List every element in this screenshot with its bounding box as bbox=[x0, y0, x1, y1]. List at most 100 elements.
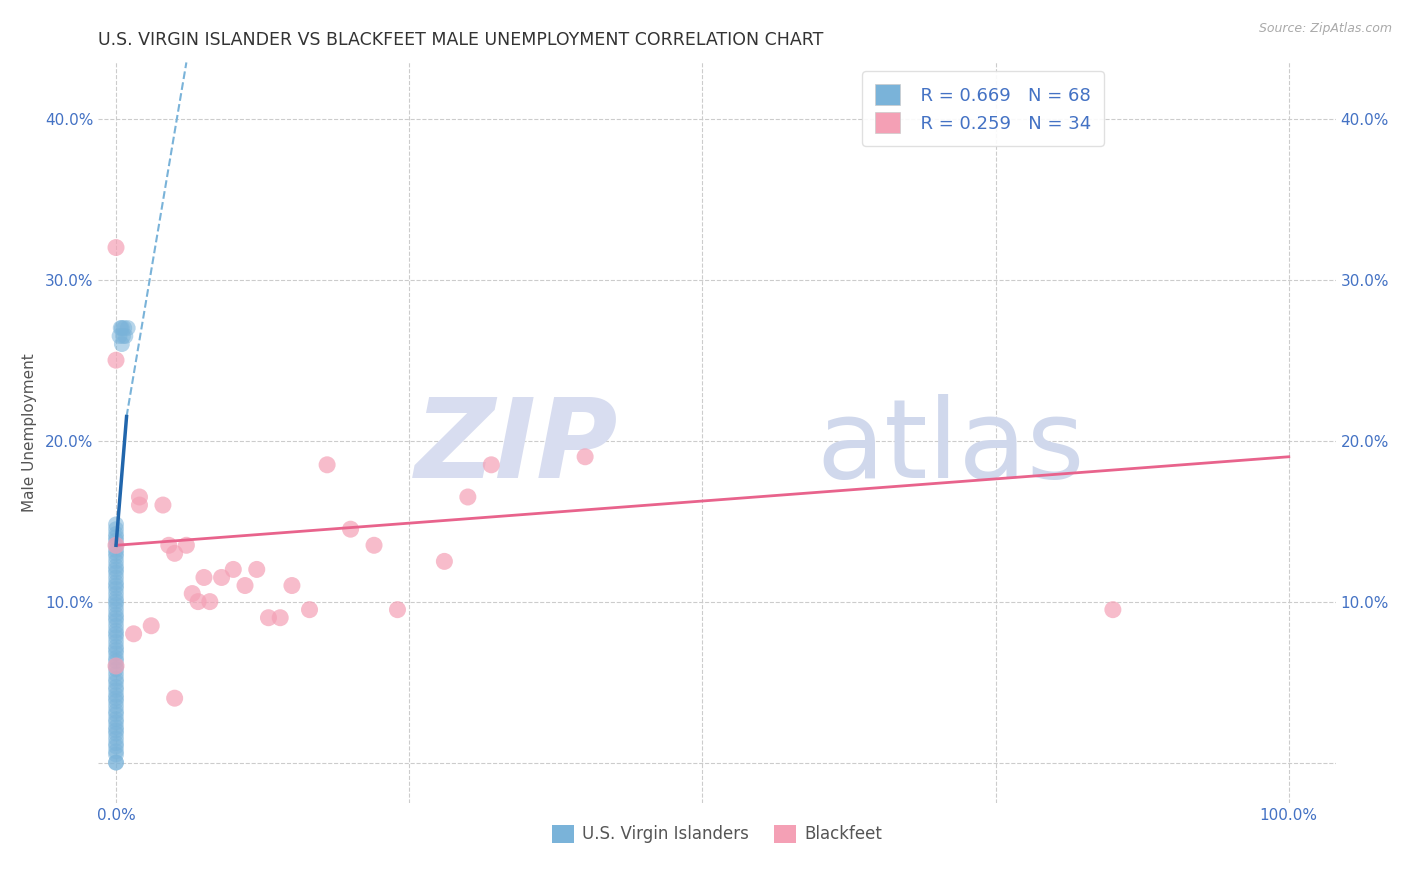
Point bbox=[105, 704, 128, 718]
Point bbox=[105, 554, 128, 568]
Legend: U.S. Virgin Islanders, Blackfeet: U.S. Virgin Islanders, Blackfeet bbox=[546, 818, 889, 850]
Point bbox=[105, 756, 128, 770]
Point bbox=[105, 756, 128, 770]
Point bbox=[193, 570, 215, 584]
Point bbox=[211, 570, 233, 584]
Text: U.S. VIRGIN ISLANDER VS BLACKFEET MALE UNEMPLOYMENT CORRELATION CHART: U.S. VIRGIN ISLANDER VS BLACKFEET MALE U… bbox=[98, 31, 824, 49]
Point bbox=[105, 640, 128, 654]
Point bbox=[163, 546, 186, 560]
Point bbox=[105, 627, 128, 641]
Point bbox=[105, 533, 128, 548]
Point bbox=[105, 712, 128, 726]
Point bbox=[105, 538, 128, 552]
Point bbox=[105, 643, 128, 657]
Point bbox=[105, 240, 128, 254]
Point bbox=[105, 699, 128, 714]
Point bbox=[152, 498, 174, 512]
Point bbox=[111, 321, 134, 335]
Point bbox=[105, 739, 128, 754]
Point bbox=[110, 321, 132, 335]
Point bbox=[105, 635, 128, 649]
Point bbox=[105, 624, 128, 638]
Point bbox=[574, 450, 596, 464]
Point bbox=[387, 602, 409, 616]
Point bbox=[105, 646, 128, 660]
Point bbox=[105, 731, 128, 746]
Point bbox=[105, 610, 128, 624]
Y-axis label: Male Unemployment: Male Unemployment bbox=[21, 353, 37, 512]
Point bbox=[105, 726, 128, 740]
Point bbox=[176, 538, 198, 552]
Point bbox=[105, 715, 128, 730]
Point bbox=[198, 594, 221, 608]
Point bbox=[105, 522, 128, 536]
Point bbox=[105, 582, 128, 596]
Point bbox=[246, 562, 269, 576]
Point bbox=[105, 549, 128, 564]
Point bbox=[105, 546, 128, 560]
Point bbox=[105, 586, 128, 600]
Point bbox=[269, 610, 291, 624]
Point bbox=[105, 517, 128, 532]
Point bbox=[112, 329, 135, 343]
Point bbox=[108, 329, 131, 343]
Point bbox=[433, 554, 456, 568]
Point bbox=[222, 562, 245, 576]
Point bbox=[105, 680, 128, 694]
Point bbox=[105, 707, 128, 722]
Point bbox=[105, 744, 128, 758]
Point bbox=[105, 654, 128, 668]
Point bbox=[157, 538, 180, 552]
Point bbox=[105, 691, 128, 706]
Point bbox=[141, 619, 163, 633]
Point bbox=[105, 353, 128, 368]
Point bbox=[457, 490, 479, 504]
Text: atlas: atlas bbox=[815, 394, 1084, 501]
Point bbox=[117, 321, 139, 335]
Point bbox=[105, 559, 128, 574]
Point bbox=[105, 570, 128, 584]
Point bbox=[122, 627, 145, 641]
Point bbox=[114, 329, 136, 343]
Point bbox=[105, 630, 128, 644]
Point bbox=[105, 672, 128, 686]
Point bbox=[181, 586, 204, 600]
Point bbox=[105, 720, 128, 734]
Point bbox=[105, 607, 128, 622]
Point bbox=[105, 591, 128, 606]
Point bbox=[105, 602, 128, 616]
Point bbox=[105, 747, 128, 762]
Point bbox=[316, 458, 339, 472]
Point bbox=[339, 522, 361, 536]
Point bbox=[105, 575, 128, 590]
Point bbox=[105, 598, 128, 612]
Point bbox=[363, 538, 385, 552]
Point bbox=[105, 594, 128, 608]
Point bbox=[105, 578, 128, 592]
Point bbox=[105, 530, 128, 544]
Point bbox=[105, 723, 128, 738]
Point bbox=[163, 691, 186, 706]
Point bbox=[105, 688, 128, 702]
Point bbox=[105, 651, 128, 665]
Point bbox=[105, 736, 128, 750]
Point bbox=[105, 694, 128, 708]
Text: ZIP: ZIP bbox=[415, 394, 619, 501]
Point bbox=[105, 527, 128, 541]
Point bbox=[105, 667, 128, 681]
Point bbox=[187, 594, 209, 608]
Point bbox=[1102, 602, 1125, 616]
Point bbox=[105, 619, 128, 633]
Point bbox=[233, 578, 256, 592]
Point bbox=[128, 498, 150, 512]
Point bbox=[105, 562, 128, 576]
Text: Source: ZipAtlas.com: Source: ZipAtlas.com bbox=[1258, 22, 1392, 36]
Point bbox=[128, 490, 150, 504]
Point bbox=[111, 337, 134, 351]
Point bbox=[105, 675, 128, 690]
Point bbox=[105, 614, 128, 628]
Point bbox=[479, 458, 502, 472]
Point bbox=[105, 538, 128, 552]
Point bbox=[105, 543, 128, 558]
Point bbox=[105, 566, 128, 580]
